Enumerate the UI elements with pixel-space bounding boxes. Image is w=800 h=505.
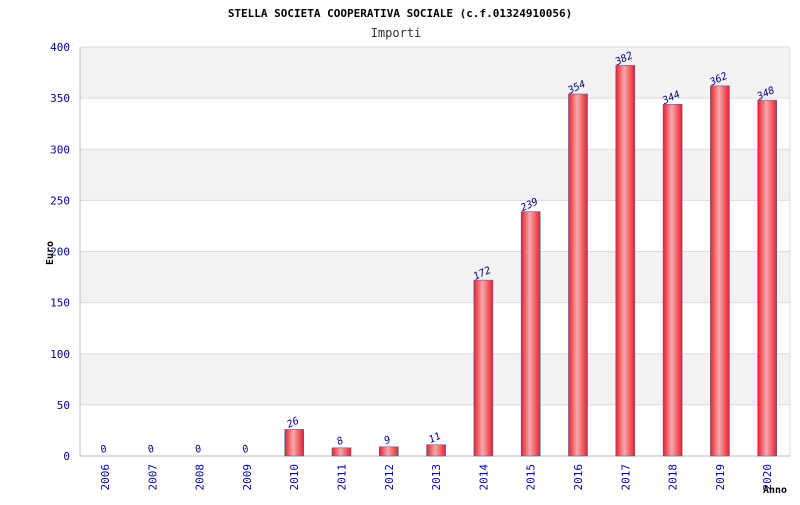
x-tick-label: 2011 — [336, 464, 349, 491]
chart-subtitle: Importi — [371, 26, 422, 40]
bar — [662, 103, 683, 457]
x-tick-label: 2018 — [667, 464, 680, 491]
x-tick-label: 2016 — [572, 464, 585, 491]
grid-band — [80, 149, 790, 201]
x-tick-label: 2017 — [619, 464, 632, 491]
bar — [520, 211, 541, 457]
x-tick-label: 2007 — [146, 464, 159, 491]
x-tick-label: 2019 — [714, 464, 727, 491]
data-label: 8 — [335, 435, 345, 448]
y-tick-labels: 0 50 100 150 200 250 300 350 400 — [50, 41, 70, 463]
x-tick-label: 2012 — [383, 464, 396, 491]
grid-band — [80, 353, 790, 405]
x-tick-label: 2020 — [761, 464, 774, 491]
y-tick-label: 400 — [50, 41, 70, 54]
x-tick-label: 2015 — [525, 464, 538, 491]
x-tick-label: 2009 — [241, 464, 254, 491]
y-tick-label: 300 — [50, 143, 70, 156]
bar — [331, 447, 352, 457]
y-tick-label: 200 — [50, 246, 70, 259]
y-tick-label: 350 — [50, 92, 70, 105]
grid-bands — [80, 47, 790, 405]
x-tick-labels: 2006 2007 2008 2009 2010 2011 2012 2013 2014 2015… — [99, 464, 774, 491]
grid-band — [80, 251, 790, 303]
data-label: 0 — [193, 443, 203, 456]
bar — [284, 429, 305, 457]
x-tick-label: 2013 — [430, 464, 443, 491]
x-tick-label: 2010 — [288, 464, 301, 491]
y-axis-label: Euro — [45, 241, 56, 265]
grid-band — [80, 47, 790, 99]
data-label: 11 — [427, 431, 443, 446]
x-tick-label: 2008 — [194, 464, 207, 491]
data-label: 0 — [99, 443, 109, 456]
bar — [568, 93, 588, 457]
chart-title: STELLA SOCIETA COOPERATIVA SOCIALE (c.f.… — [228, 7, 572, 20]
x-axis-label: Anno — [763, 485, 787, 496]
data-label: 9 — [383, 434, 393, 447]
bar — [757, 99, 778, 457]
bar — [615, 65, 636, 457]
y-tick-label: 100 — [50, 348, 70, 361]
bar — [473, 279, 494, 457]
gridlines — [80, 46, 790, 457]
bars — [284, 65, 778, 457]
y-tick-label: 250 — [50, 194, 70, 207]
data-label: 0 — [241, 443, 251, 456]
bar — [710, 85, 730, 457]
data-label: 0 — [146, 443, 156, 456]
x-tick-label: 2006 — [99, 464, 112, 491]
y-tick-label: 0 — [63, 450, 70, 463]
bar — [426, 444, 446, 457]
bar — [378, 446, 399, 457]
x-tick-label: 2014 — [477, 464, 490, 491]
y-tick-label: 150 — [50, 297, 70, 310]
data-label: 26 — [285, 416, 301, 431]
y-tick-label: 50 — [57, 399, 70, 412]
